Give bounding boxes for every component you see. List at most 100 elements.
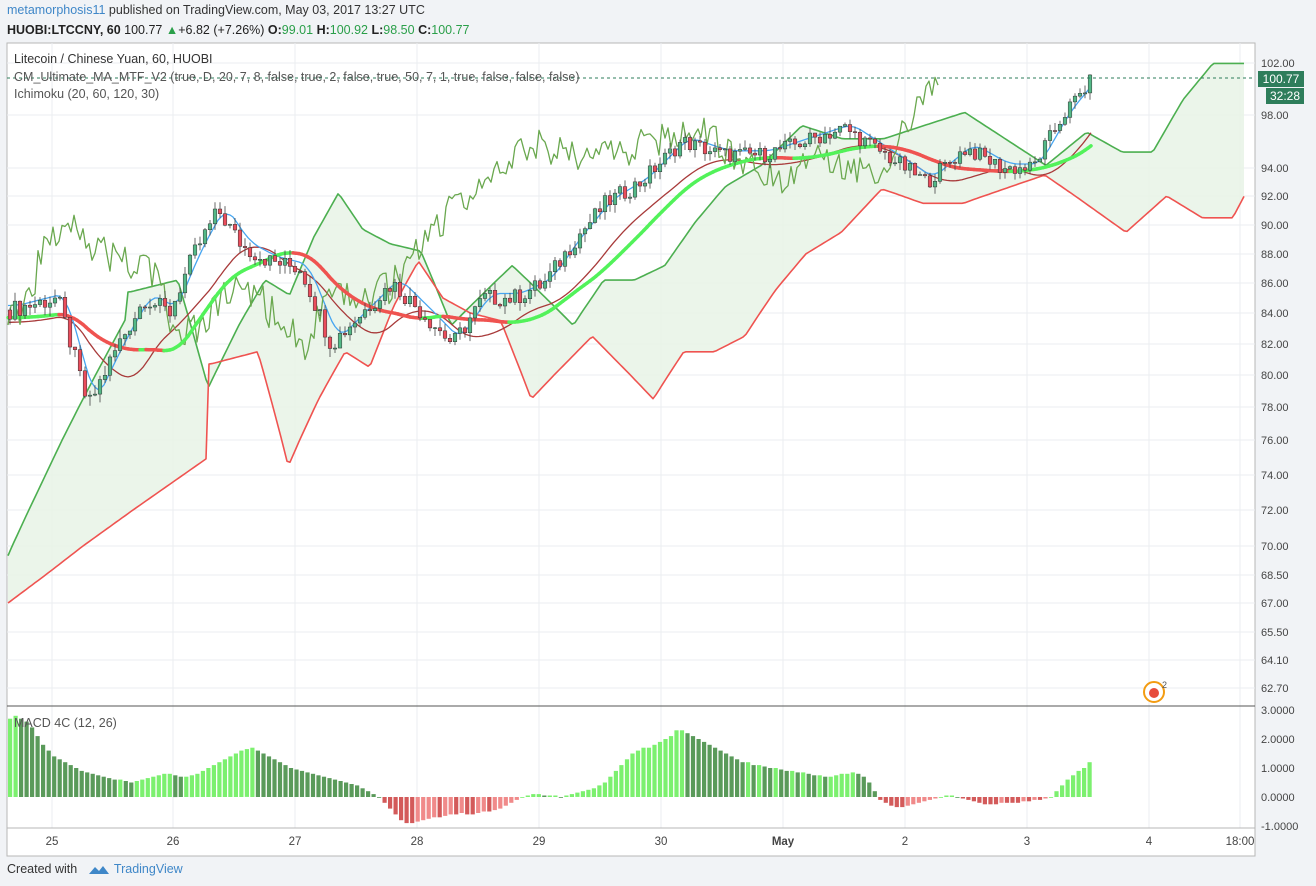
candle-body [807, 132, 813, 145]
price-tick-label: 62.70 [1261, 683, 1289, 695]
macd-bar [619, 765, 624, 797]
candle-body [217, 208, 223, 214]
macd-bar [779, 769, 784, 797]
symbol-label[interactable]: HUOBI:LTCCNY, 60 [7, 23, 121, 37]
candle-body [717, 147, 723, 150]
macd-bar [971, 797, 976, 802]
macd-bar [118, 779, 123, 797]
macd-bar [911, 797, 916, 805]
candle-body [967, 148, 973, 155]
macd-bar [916, 797, 921, 803]
macd-bar [366, 791, 371, 797]
up-arrow-icon: ▲ [165, 23, 179, 37]
macd-bar [24, 721, 29, 797]
price-tick-label: 76.00 [1261, 435, 1289, 447]
author-link[interactable]: metamorphosis11 [7, 3, 106, 17]
macd-bar [41, 744, 46, 797]
macd-bar [52, 756, 57, 797]
price-tick-label: 74.00 [1261, 470, 1289, 482]
macd-bar [685, 733, 690, 797]
price-tick-label: 102.00 [1261, 58, 1295, 70]
time-tick-label: 3 [1024, 836, 1030, 848]
candle-body [992, 159, 998, 165]
candle-body [917, 174, 923, 176]
candle-body [92, 393, 98, 396]
low-label: L: [371, 23, 384, 37]
candle-body [517, 289, 523, 304]
chikou-line [7, 76, 939, 361]
macd-bar [448, 797, 453, 815]
candle-body [842, 124, 848, 127]
candle-body [277, 261, 283, 266]
candle-body [937, 163, 943, 182]
macd-bar [145, 778, 150, 797]
macd-bar [735, 759, 740, 797]
ichimoku-cloud [8, 63, 1244, 603]
macd-legend[interactable]: MACD 4C (12, 26) [14, 716, 117, 730]
macd-bar [288, 768, 294, 797]
macd-bar [630, 753, 635, 797]
price-tick-label: 70.00 [1261, 541, 1289, 553]
macd-bar [795, 772, 800, 797]
candle-body [52, 297, 58, 304]
candle-body [342, 333, 348, 336]
candle-body [467, 317, 473, 334]
price-tick-label: 88.00 [1261, 249, 1289, 261]
candle-body [837, 125, 843, 133]
macd-bar [668, 736, 674, 797]
candle-body [102, 375, 108, 380]
price-tick-label: 98.00 [1261, 110, 1289, 122]
candle-body [1057, 124, 1063, 131]
macd-bar [272, 759, 277, 797]
time-axis[interactable]: 25 26 27 28 29 30 May 2 3 4 18:00 [46, 836, 1255, 848]
macd-bar [162, 773, 167, 797]
candle-body [497, 304, 503, 307]
macd-axis[interactable]: 3.0000 2.0000 1.0000 0.0000 -1.0000 [1261, 705, 1298, 833]
candle-body [1047, 130, 1053, 141]
macd-bar [129, 782, 134, 797]
candle-body [372, 308, 378, 312]
candle-body [427, 319, 433, 329]
candle-body [387, 288, 393, 292]
macd-bar [547, 795, 552, 797]
price-axis[interactable]: 102.00 98.00 94.00 92.00 90.00 88.00 86.00 84.0… [1261, 58, 1295, 695]
macd-bar [426, 797, 431, 819]
macd-bar [74, 768, 79, 797]
price-tick-label: 78.00 [1261, 402, 1289, 414]
candle-body [597, 208, 603, 213]
macd-bar [465, 797, 470, 815]
macd-bar [509, 797, 514, 803]
candle-body [152, 305, 158, 308]
chart-title[interactable]: Litecoin / Chinese Yuan, 60, HUOBI [14, 52, 213, 66]
candle-body [662, 152, 668, 165]
candle-body [132, 318, 138, 332]
ma-indicator-legend[interactable]: CM_Ultimate_MA_MTF_V2 (true, D, 20, 7, 8… [14, 70, 580, 84]
tradingview-link[interactable]: TradingView [113, 862, 183, 876]
candle-body [947, 161, 953, 164]
candle-body [32, 304, 38, 308]
chart-event-icon[interactable]: 2 [1143, 680, 1167, 703]
time-tick-label: 26 [167, 836, 180, 848]
price-tick-label: 68.50 [1261, 570, 1289, 582]
macd-bar [988, 797, 993, 805]
candle-body [702, 141, 708, 155]
candle-body [97, 379, 103, 395]
candle-body [997, 159, 1003, 173]
candle-body [432, 327, 438, 330]
candle-body [502, 297, 508, 307]
macd-bar [1065, 779, 1070, 797]
macd-bar [927, 797, 932, 800]
price-tick-label: 92.00 [1261, 191, 1289, 203]
candle-body [252, 256, 258, 261]
price-tick-label: 67.00 [1261, 598, 1289, 610]
candle-body [902, 156, 908, 171]
macd-bar [371, 794, 376, 797]
macd-bar [861, 776, 866, 797]
candle-body [1062, 117, 1068, 125]
macd-bar [156, 775, 161, 798]
macd-bar [746, 762, 751, 797]
candle-body [602, 195, 608, 213]
ichimoku-legend[interactable]: Ichimoku (20, 60, 120, 30) [14, 87, 160, 101]
candle-body [797, 143, 803, 147]
